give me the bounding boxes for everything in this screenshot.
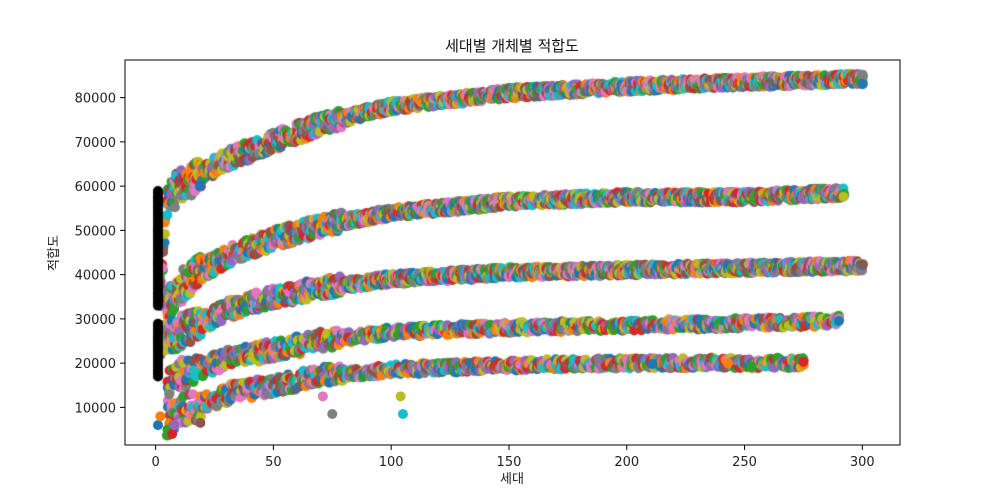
y-axis-title: 적합도 [47, 235, 62, 271]
x-tick-label: 300 [850, 455, 875, 470]
y-tick-label: 60000 [75, 180, 116, 195]
y-tick-label: 70000 [75, 136, 116, 151]
x-tick-label: 150 [497, 455, 522, 470]
outlier-point [167, 428, 178, 439]
y-tick-label: 50000 [75, 224, 116, 239]
x-axis-title: 세대 [500, 472, 524, 487]
outlier-point [798, 356, 809, 367]
outlier-point [169, 420, 180, 431]
outlier-point [155, 411, 166, 422]
x-tick-label: 200 [614, 455, 639, 470]
x-tick-label: 100 [379, 455, 404, 470]
plot-area [125, 60, 900, 445]
y-tick-label: 30000 [75, 313, 116, 328]
outlier-point [195, 417, 206, 428]
outlier-point [647, 359, 658, 370]
outlier-point [746, 361, 757, 372]
outlier-point [317, 391, 328, 402]
x-tick-label: 250 [732, 455, 757, 470]
outlier-point [152, 420, 163, 431]
y-axis: 10000 20000 30000 40000 50000 60000 70000 80000 [75, 92, 125, 416]
outlier-points [152, 356, 809, 439]
y-tick-label: 10000 [75, 401, 116, 416]
outlier-point [397, 409, 408, 420]
x-tick-label: 50 [265, 455, 282, 470]
plot-frame [124, 59, 901, 446]
y-tick-label: 40000 [75, 269, 116, 284]
y-tick-label: 80000 [75, 92, 116, 107]
scatter-points [125, 60, 900, 445]
outlier-point [327, 409, 338, 420]
chart-title: 세대별 개체별 적합도 [445, 37, 579, 55]
x-axis: 0 50 100 150 200 250 300 [151, 445, 875, 470]
outlier-point [395, 391, 406, 402]
x-tick-label: 0 [151, 455, 159, 470]
outlier-point [723, 358, 734, 369]
y-tick-label: 20000 [75, 357, 116, 372]
